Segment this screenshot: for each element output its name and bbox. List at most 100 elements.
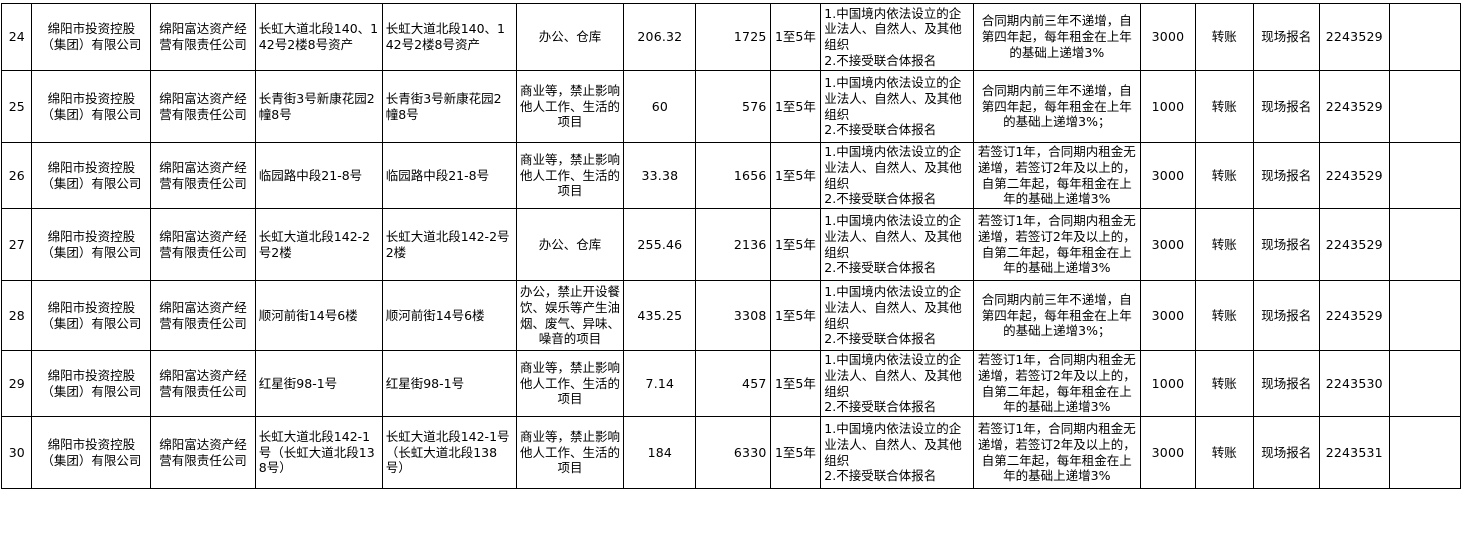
cell-qualify[interactable]: 1.中国境内依法设立的企业法人、自然人、及其他组织 2.不接受联合体报名	[820, 280, 974, 351]
cell-qualify[interactable]: 1.中国境内依法设立的企业法人、自然人、及其他组织 2.不接受联合体报名	[820, 350, 974, 417]
cell-phone[interactable]: 2243529	[1318, 142, 1390, 209]
cell-usage[interactable]: 商业等，禁止影响他人工作、生活的项目	[515, 416, 625, 489]
cell-deposit[interactable]: 3000	[1140, 142, 1196, 209]
cell-term[interactable]: 1至5年	[769, 208, 822, 281]
cell-asset_name[interactable]: 长青街3号新康花园2幢8号	[254, 70, 383, 143]
cell-pay_method[interactable]: 转账	[1194, 3, 1254, 71]
cell-usage[interactable]: 商业等，禁止影响他人工作、生活的项目	[515, 70, 625, 143]
cell-location[interactable]: 长虹大道北段142-2号2楼	[381, 208, 517, 281]
cell-manager[interactable]: 绵阳富达资产经营有限责任公司	[150, 350, 256, 417]
table-row[interactable]: 30 绵阳市投资控股（集团）有限公司 绵阳富达资产经营有限责任公司 长虹大道北段142…	[0, 416, 1462, 489]
cell-manager[interactable]: 绵阳富达资产经营有限责任公司	[150, 142, 256, 209]
cell-area[interactable]: 184	[623, 416, 697, 489]
cell-phone[interactable]: 2243531	[1318, 416, 1390, 489]
cell-term[interactable]: 1至5年	[769, 416, 822, 489]
cell-pay_method[interactable]: 转账	[1194, 280, 1254, 351]
cell-manager[interactable]: 绵阳富达资产经营有限责任公司	[150, 280, 256, 351]
cell-pay_method[interactable]: 转账	[1194, 70, 1254, 143]
cell-location[interactable]: 长虹大道北段140、142号2楼8号资产	[381, 3, 517, 71]
cell-signup[interactable]: 现场报名	[1252, 208, 1320, 281]
cell-increment[interactable]: 若签订1年，合同期内租金无递增，若签订2年及以上的，自第二年起，每年租金在上年的…	[972, 350, 1142, 417]
cell-area[interactable]: 435.25	[623, 280, 697, 351]
cell-increment[interactable]: 若签订1年，合同期内租金无递增，若签订2年及以上的，自第二年起，每年租金在上年的…	[972, 416, 1142, 489]
cell-phone[interactable]: 2243529	[1318, 280, 1390, 351]
cell-deposit[interactable]: 3000	[1140, 3, 1196, 71]
cell-owner[interactable]: 绵阳市投资控股（集团）有限公司	[31, 416, 152, 489]
cell-owner[interactable]: 绵阳市投资控股（集团）有限公司	[31, 208, 152, 281]
table-row[interactable]: 25 绵阳市投资控股（集团）有限公司 绵阳富达资产经营有限责任公司 长青街3号新康花园…	[0, 70, 1462, 143]
cell-usage[interactable]: 办公，禁止开设餐饮、娱乐等产生油烟、废气、异味、噪音的项目	[515, 280, 625, 351]
cell-price[interactable]: 457	[695, 350, 771, 417]
cell-usage[interactable]: 商业等，禁止影响他人工作、生活的项目	[515, 142, 625, 209]
cell-asset_name[interactable]: 长虹大道北段142-2号2楼	[254, 208, 383, 281]
cell-deposit[interactable]: 3000	[1140, 416, 1196, 489]
cell-increment[interactable]: 合同期内前三年不递增，自第四年起，每年租金在上年的基础上递增3%；	[972, 280, 1142, 351]
cell-price[interactable]: 2136	[695, 208, 771, 281]
cell-term[interactable]: 1至5年	[769, 350, 822, 417]
cell-increment[interactable]: 若签订1年，合同期内租金无递增，若签订2年及以上的，自第二年起，每年租金在上年的…	[972, 208, 1142, 281]
table-row[interactable]: 27 绵阳市投资控股（集团）有限公司 绵阳富达资产经营有限责任公司 长虹大道北段142…	[0, 208, 1462, 281]
cell-index[interactable]: 29	[0, 350, 33, 417]
cell-phone[interactable]: 2243529	[1318, 3, 1390, 71]
cell-pay_method[interactable]: 转账	[1194, 142, 1254, 209]
cell-asset_name[interactable]: 顺河前街14号6楼	[254, 280, 383, 351]
cell-manager[interactable]: 绵阳富达资产经营有限责任公司	[150, 416, 256, 489]
cell-term[interactable]: 1至5年	[769, 280, 822, 351]
cell-asset_name[interactable]: 长虹大道北段140、142号2楼8号资产	[254, 3, 383, 71]
cell-manager[interactable]: 绵阳富达资产经营有限责任公司	[150, 3, 256, 71]
cell-area[interactable]: 206.32	[623, 3, 697, 71]
cell-asset_name[interactable]: 长虹大道北段142-1号（长虹大道北段138号）	[254, 416, 383, 489]
cell-remark[interactable]	[1388, 280, 1462, 351]
cell-deposit[interactable]: 3000	[1140, 208, 1196, 281]
cell-location[interactable]: 顺河前街14号6楼	[381, 280, 517, 351]
cell-owner[interactable]: 绵阳市投资控股（集团）有限公司	[31, 142, 152, 209]
cell-area[interactable]: 7.14	[623, 350, 697, 417]
cell-qualify[interactable]: 1.中国境内依法设立的企业法人、自然人、及其他组织 2.不接受联合体报名	[820, 208, 974, 281]
cell-qualify[interactable]: 1.中国境内依法设立的企业法人、自然人、及其他组织 2.不接受联合体报名	[820, 70, 974, 143]
cell-location[interactable]: 临园路中段21-8号	[381, 142, 517, 209]
cell-index[interactable]: 28	[0, 280, 33, 351]
cell-owner[interactable]: 绵阳市投资控股（集团）有限公司	[31, 350, 152, 417]
cell-qualify[interactable]: 1.中国境内依法设立的企业法人、自然人、及其他组织 2.不接受联合体报名	[820, 3, 974, 71]
cell-deposit[interactable]: 3000	[1140, 280, 1196, 351]
cell-location[interactable]: 长虹大道北段142-1号（长虹大道北段138号）	[381, 416, 517, 489]
cell-area[interactable]: 33.38	[623, 142, 697, 209]
cell-increment[interactable]: 合同期内前三年不递增，自第四年起，每年租金在上年的基础上递增3%；	[972, 70, 1142, 143]
cell-area[interactable]: 255.46	[623, 208, 697, 281]
cell-pay_method[interactable]: 转账	[1194, 416, 1254, 489]
cell-phone[interactable]: 2243530	[1318, 350, 1390, 417]
cell-price[interactable]: 3308	[695, 280, 771, 351]
cell-phone[interactable]: 2243529	[1318, 208, 1390, 281]
cell-price[interactable]: 1725	[695, 3, 771, 71]
cell-signup[interactable]: 现场报名	[1252, 416, 1320, 489]
cell-remark[interactable]	[1388, 350, 1462, 417]
cell-manager[interactable]: 绵阳富达资产经营有限责任公司	[150, 208, 256, 281]
cell-pay_method[interactable]: 转账	[1194, 350, 1254, 417]
cell-deposit[interactable]: 1000	[1140, 350, 1196, 417]
cell-pay_method[interactable]: 转账	[1194, 208, 1254, 281]
cell-index[interactable]: 30	[0, 416, 33, 489]
cell-phone[interactable]: 2243529	[1318, 70, 1390, 143]
cell-location[interactable]: 红星街98-1号	[381, 350, 517, 417]
cell-usage[interactable]: 办公、仓库	[515, 208, 625, 281]
table-row[interactable]: 26 绵阳市投资控股（集团）有限公司 绵阳富达资产经营有限责任公司 临园路中段21-8…	[0, 142, 1462, 209]
cell-usage[interactable]: 办公、仓库	[515, 3, 625, 71]
cell-remark[interactable]	[1388, 70, 1462, 143]
cell-signup[interactable]: 现场报名	[1252, 350, 1320, 417]
cell-increment[interactable]: 若签订1年，合同期内租金无递增，若签订2年及以上的，自第二年起，每年租金在上年的…	[972, 142, 1142, 209]
cell-owner[interactable]: 绵阳市投资控股（集团）有限公司	[31, 280, 152, 351]
cell-signup[interactable]: 现场报名	[1252, 3, 1320, 71]
cell-index[interactable]: 24	[0, 3, 33, 71]
table-row[interactable]: 29 绵阳市投资控股（集团）有限公司 绵阳富达资产经营有限责任公司 红星街98-1号红…	[0, 350, 1462, 417]
cell-deposit[interactable]: 1000	[1140, 70, 1196, 143]
cell-qualify[interactable]: 1.中国境内依法设立的企业法人、自然人、及其他组织 2.不接受联合体报名	[820, 142, 974, 209]
cell-remark[interactable]	[1388, 208, 1462, 281]
cell-remark[interactable]	[1388, 3, 1462, 71]
cell-area[interactable]: 60	[623, 70, 697, 143]
cell-price[interactable]: 576	[695, 70, 771, 143]
cell-qualify[interactable]: 1.中国境内依法设立的企业法人、自然人、及其他组织 2.不接受联合体报名	[820, 416, 974, 489]
cell-price[interactable]: 6330	[695, 416, 771, 489]
cell-asset_name[interactable]: 临园路中段21-8号	[254, 142, 383, 209]
cell-term[interactable]: 1至5年	[769, 142, 822, 209]
cell-term[interactable]: 1至5年	[769, 3, 822, 71]
